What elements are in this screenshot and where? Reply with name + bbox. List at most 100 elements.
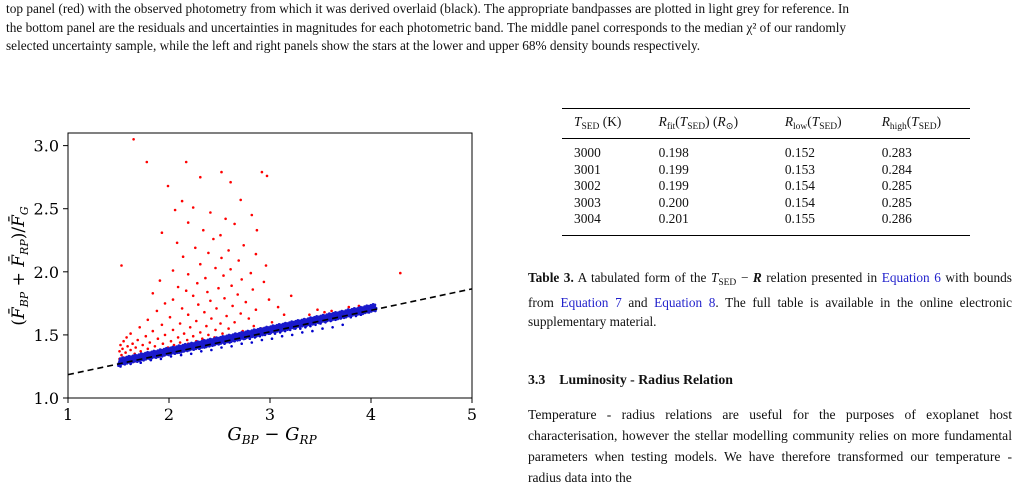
red-point <box>214 328 217 332</box>
red-point <box>203 310 206 314</box>
blue-point <box>290 333 294 337</box>
red-point <box>182 332 186 335</box>
red-point <box>178 341 182 344</box>
red-point <box>148 341 152 344</box>
red-point <box>205 324 208 328</box>
red-point <box>270 321 274 324</box>
red-point <box>260 170 264 174</box>
red-point <box>118 350 121 353</box>
x-axis: 1 2 3 4 5 <box>63 398 477 424</box>
red-point <box>119 343 122 347</box>
blue-point <box>331 326 334 329</box>
header-rfit: Rfit(TSED) (R⊙) <box>646 108 773 139</box>
red-point <box>225 314 228 318</box>
cell-rlow: 0.152 <box>784 145 815 160</box>
scatter-figure: 1 2 3 4 5 1.0 1.5 2.0 2.5 3.0 GBP − GRP (F̄BP + … <box>0 118 500 458</box>
caption-text: relation presented in <box>761 270 882 285</box>
red-point <box>214 266 217 270</box>
caption-text: A tabulated form of the <box>573 270 711 285</box>
caption-text: with bounds from <box>528 270 1012 310</box>
caption-subscript: SED <box>718 278 737 288</box>
red-point <box>230 284 233 287</box>
equation-7-link[interactable]: Equation 7 <box>560 295 622 310</box>
cell-rlow: 0.153 <box>784 161 815 177</box>
red-point <box>204 276 207 280</box>
blue-point <box>220 346 223 349</box>
red-point <box>207 251 210 255</box>
caption-text: and <box>621 295 655 310</box>
red-point <box>249 271 253 275</box>
table-header-row: TSED (K) Rfit(TSED) (R⊙) Rlow(TSED) Rhig… <box>562 108 970 139</box>
red-point <box>186 313 190 316</box>
data-table: TSED (K) Rfit(TSED) (R⊙) Rlow(TSED) Rhig… <box>562 108 970 236</box>
table-row: 3002 0.199 0.154 0.285 <box>562 178 970 195</box>
red-point <box>262 280 266 284</box>
red-point <box>151 329 155 333</box>
red-point <box>255 228 259 232</box>
red-point <box>181 255 185 258</box>
red-point <box>222 274 225 277</box>
red-point <box>239 198 242 202</box>
caption-line: top panel (red) with the observed photom… <box>6 1 850 16</box>
red-point <box>155 309 159 313</box>
red-point <box>247 317 251 320</box>
x-axis-label: GBP − GRP <box>227 424 317 447</box>
blue-point <box>260 338 264 342</box>
cell-rhigh: 0.286 <box>869 211 970 236</box>
red-point <box>132 138 135 141</box>
equation-6-link[interactable]: Equation 6 <box>881 270 941 285</box>
table-row: 3003 0.200 0.154 0.285 <box>562 195 970 212</box>
table-row: 3001 0.199 0.153 0.284 <box>562 162 970 179</box>
red-point <box>191 206 195 209</box>
cell-tsed: 3003 <box>574 194 601 210</box>
red-point <box>163 333 167 337</box>
cell-rfit: 0.200 <box>658 194 689 210</box>
blue-point <box>230 345 233 348</box>
red-point <box>145 160 149 164</box>
blue-point <box>301 331 304 334</box>
fit-line <box>67 288 473 376</box>
cell-rfit: 0.199 <box>658 161 689 177</box>
red-point <box>121 347 124 351</box>
red-point <box>223 297 226 300</box>
table-body: 3000 0.198 0.152 0.283 3001 0.199 0.153 … <box>562 139 970 236</box>
blue-point <box>373 303 377 307</box>
red-point <box>126 345 129 348</box>
blue-point <box>210 348 213 352</box>
cell-rhigh: 0.284 <box>881 161 912 177</box>
red-point <box>173 208 177 212</box>
red-point <box>156 337 160 340</box>
red-point <box>207 333 210 337</box>
red-point <box>161 342 165 345</box>
red-point <box>171 269 175 272</box>
blue-point <box>250 341 254 344</box>
cell-rhigh: 0.285 <box>881 194 912 210</box>
red-point <box>209 299 212 303</box>
red-point <box>169 339 173 343</box>
section-body-text: Temperature - radius relations are usefu… <box>528 407 1012 485</box>
x-tick-label: 4 <box>366 405 376 424</box>
red-point <box>242 244 245 247</box>
red-point <box>158 279 162 282</box>
red-point <box>125 336 128 339</box>
red-point <box>136 338 139 342</box>
red-point <box>186 221 190 224</box>
caption-symbol: R <box>752 270 762 285</box>
red-point <box>224 217 227 221</box>
cell-rhigh: 0.283 <box>881 145 912 160</box>
red-point <box>219 322 222 325</box>
red-point <box>254 308 258 311</box>
cell-tsed: 3001 <box>574 161 601 177</box>
cell-rfit: 0.199 <box>658 178 689 193</box>
table-row: 3004 0.201 0.155 0.286 <box>562 211 970 236</box>
red-point <box>122 339 125 343</box>
red-point <box>265 174 269 178</box>
red-point <box>254 252 258 256</box>
red-point <box>199 331 202 334</box>
y-tick-label: 1.0 <box>34 389 59 408</box>
cell-rlow: 0.154 <box>784 194 815 210</box>
red-point <box>209 211 212 214</box>
equation-8-link[interactable]: Equation 8 <box>654 295 716 310</box>
blue-point <box>280 334 284 338</box>
scatter-plot: 1 2 3 4 5 1.0 1.5 2.0 2.5 3.0 GBP − GRP (F̄BP + … <box>7 132 477 447</box>
